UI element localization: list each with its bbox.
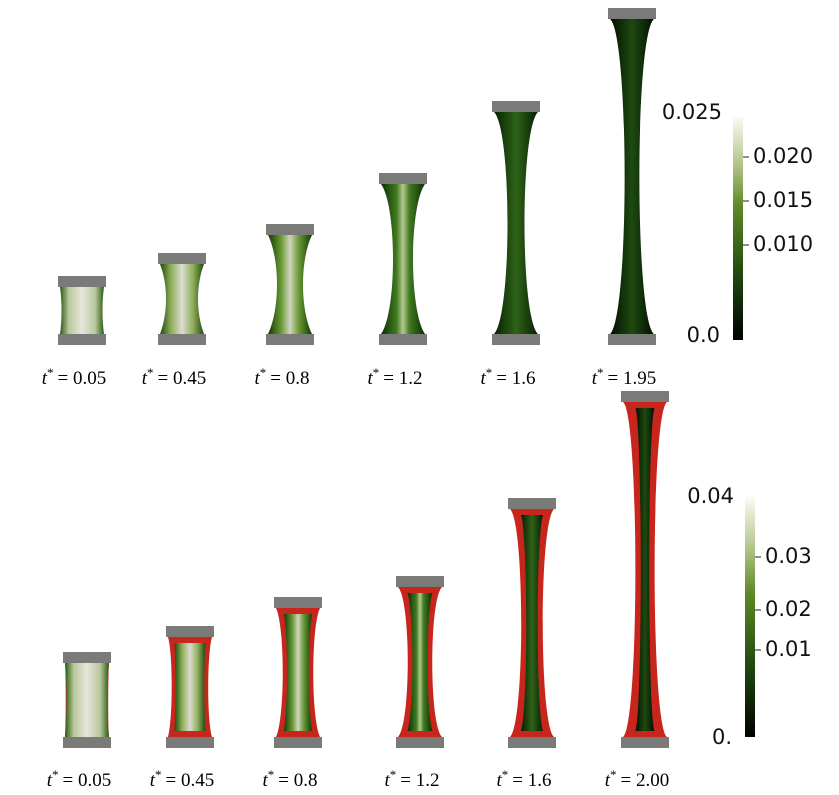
colorbar-min-label: 0.0 (687, 323, 720, 347)
grip (379, 334, 427, 345)
colorbar-tick-label: 0.03 (765, 544, 812, 568)
time-label: t*= 0.45 (150, 767, 215, 791)
time-label: t*= 1.2 (368, 365, 423, 389)
grip (58, 334, 106, 345)
grip (166, 626, 214, 637)
grip (166, 737, 214, 748)
grip (63, 652, 111, 663)
grip (63, 737, 111, 748)
specimen-body (494, 112, 538, 334)
value: = 1.2 (383, 368, 422, 389)
superscript: * (373, 365, 380, 380)
specimen-body (284, 614, 312, 731)
superscript: * (155, 767, 162, 782)
grip (508, 498, 556, 509)
grip (158, 253, 206, 264)
colorbar-tick-label: 0.020 (753, 144, 813, 168)
grip (608, 8, 656, 19)
time-label: t*= 1.6 (481, 365, 536, 389)
specimen-body (268, 235, 312, 334)
superscript: * (502, 767, 509, 782)
specimen-body (60, 287, 104, 334)
grip (379, 173, 427, 184)
value: = 2.00 (621, 770, 670, 791)
superscript: * (47, 365, 54, 380)
figure: t*= 0.05t*= 0.45t*= 0.8t*= 1.2t*= 1.6t*=… (0, 0, 839, 795)
grip (492, 101, 540, 112)
time-label: t*= 1.6 (497, 767, 552, 791)
grip (396, 737, 444, 748)
specimen-body (175, 643, 206, 731)
time-label: t*= 0.8 (255, 365, 310, 389)
value: = 1.2 (400, 770, 439, 791)
colorbar-tick-label: 0.02 (765, 597, 812, 621)
time-label: t*= 0.8 (263, 767, 318, 791)
grip (621, 391, 669, 402)
grip (274, 597, 322, 608)
superscript: * (260, 365, 267, 380)
grip (396, 576, 444, 587)
grip (266, 224, 314, 235)
value: = 1.95 (608, 368, 657, 389)
colorbar (745, 497, 755, 737)
colorbar-min-label: 0. (712, 725, 732, 749)
time-label: t*= 1.95 (592, 365, 657, 389)
grip (608, 334, 656, 345)
specimen-body (381, 184, 425, 334)
specimen-body (160, 264, 204, 334)
grip (158, 334, 206, 345)
value: = 1.6 (512, 770, 551, 791)
value: = 0.8 (270, 368, 309, 389)
colorbar-tick-label: 0.01 (765, 637, 812, 661)
value: = 0.8 (278, 770, 317, 791)
time-label: t*= 0.05 (47, 767, 112, 791)
colorbar-tick-label: 0.010 (753, 232, 813, 256)
specimen-body (65, 663, 109, 737)
grip (58, 276, 106, 287)
superscript: * (52, 767, 59, 782)
superscript: * (610, 767, 617, 782)
value: = 0.45 (158, 368, 207, 389)
colorbar-tick-label: 0.015 (753, 188, 813, 212)
time-label: t*= 2.00 (605, 767, 670, 791)
superscript: * (597, 365, 604, 380)
grip (492, 334, 540, 345)
value: = 0.45 (166, 770, 215, 791)
value: = 1.6 (496, 368, 535, 389)
grip (274, 737, 322, 748)
value: = 0.05 (63, 770, 112, 791)
colorbar-max-label: 0.025 (662, 100, 722, 124)
time-label: t*= 1.2 (385, 767, 440, 791)
colorbar-max-label: 0.04 (687, 484, 734, 508)
grip (508, 737, 556, 748)
superscript: * (390, 767, 397, 782)
time-label: t*= 0.45 (142, 365, 207, 389)
grip (266, 334, 314, 345)
superscript: * (486, 365, 493, 380)
superscript: * (268, 767, 275, 782)
value: = 0.05 (58, 368, 107, 389)
time-label: t*= 0.05 (42, 365, 107, 389)
grip (621, 737, 669, 748)
colorbar (733, 117, 743, 340)
specimen-body (610, 19, 654, 334)
superscript: * (147, 365, 154, 380)
